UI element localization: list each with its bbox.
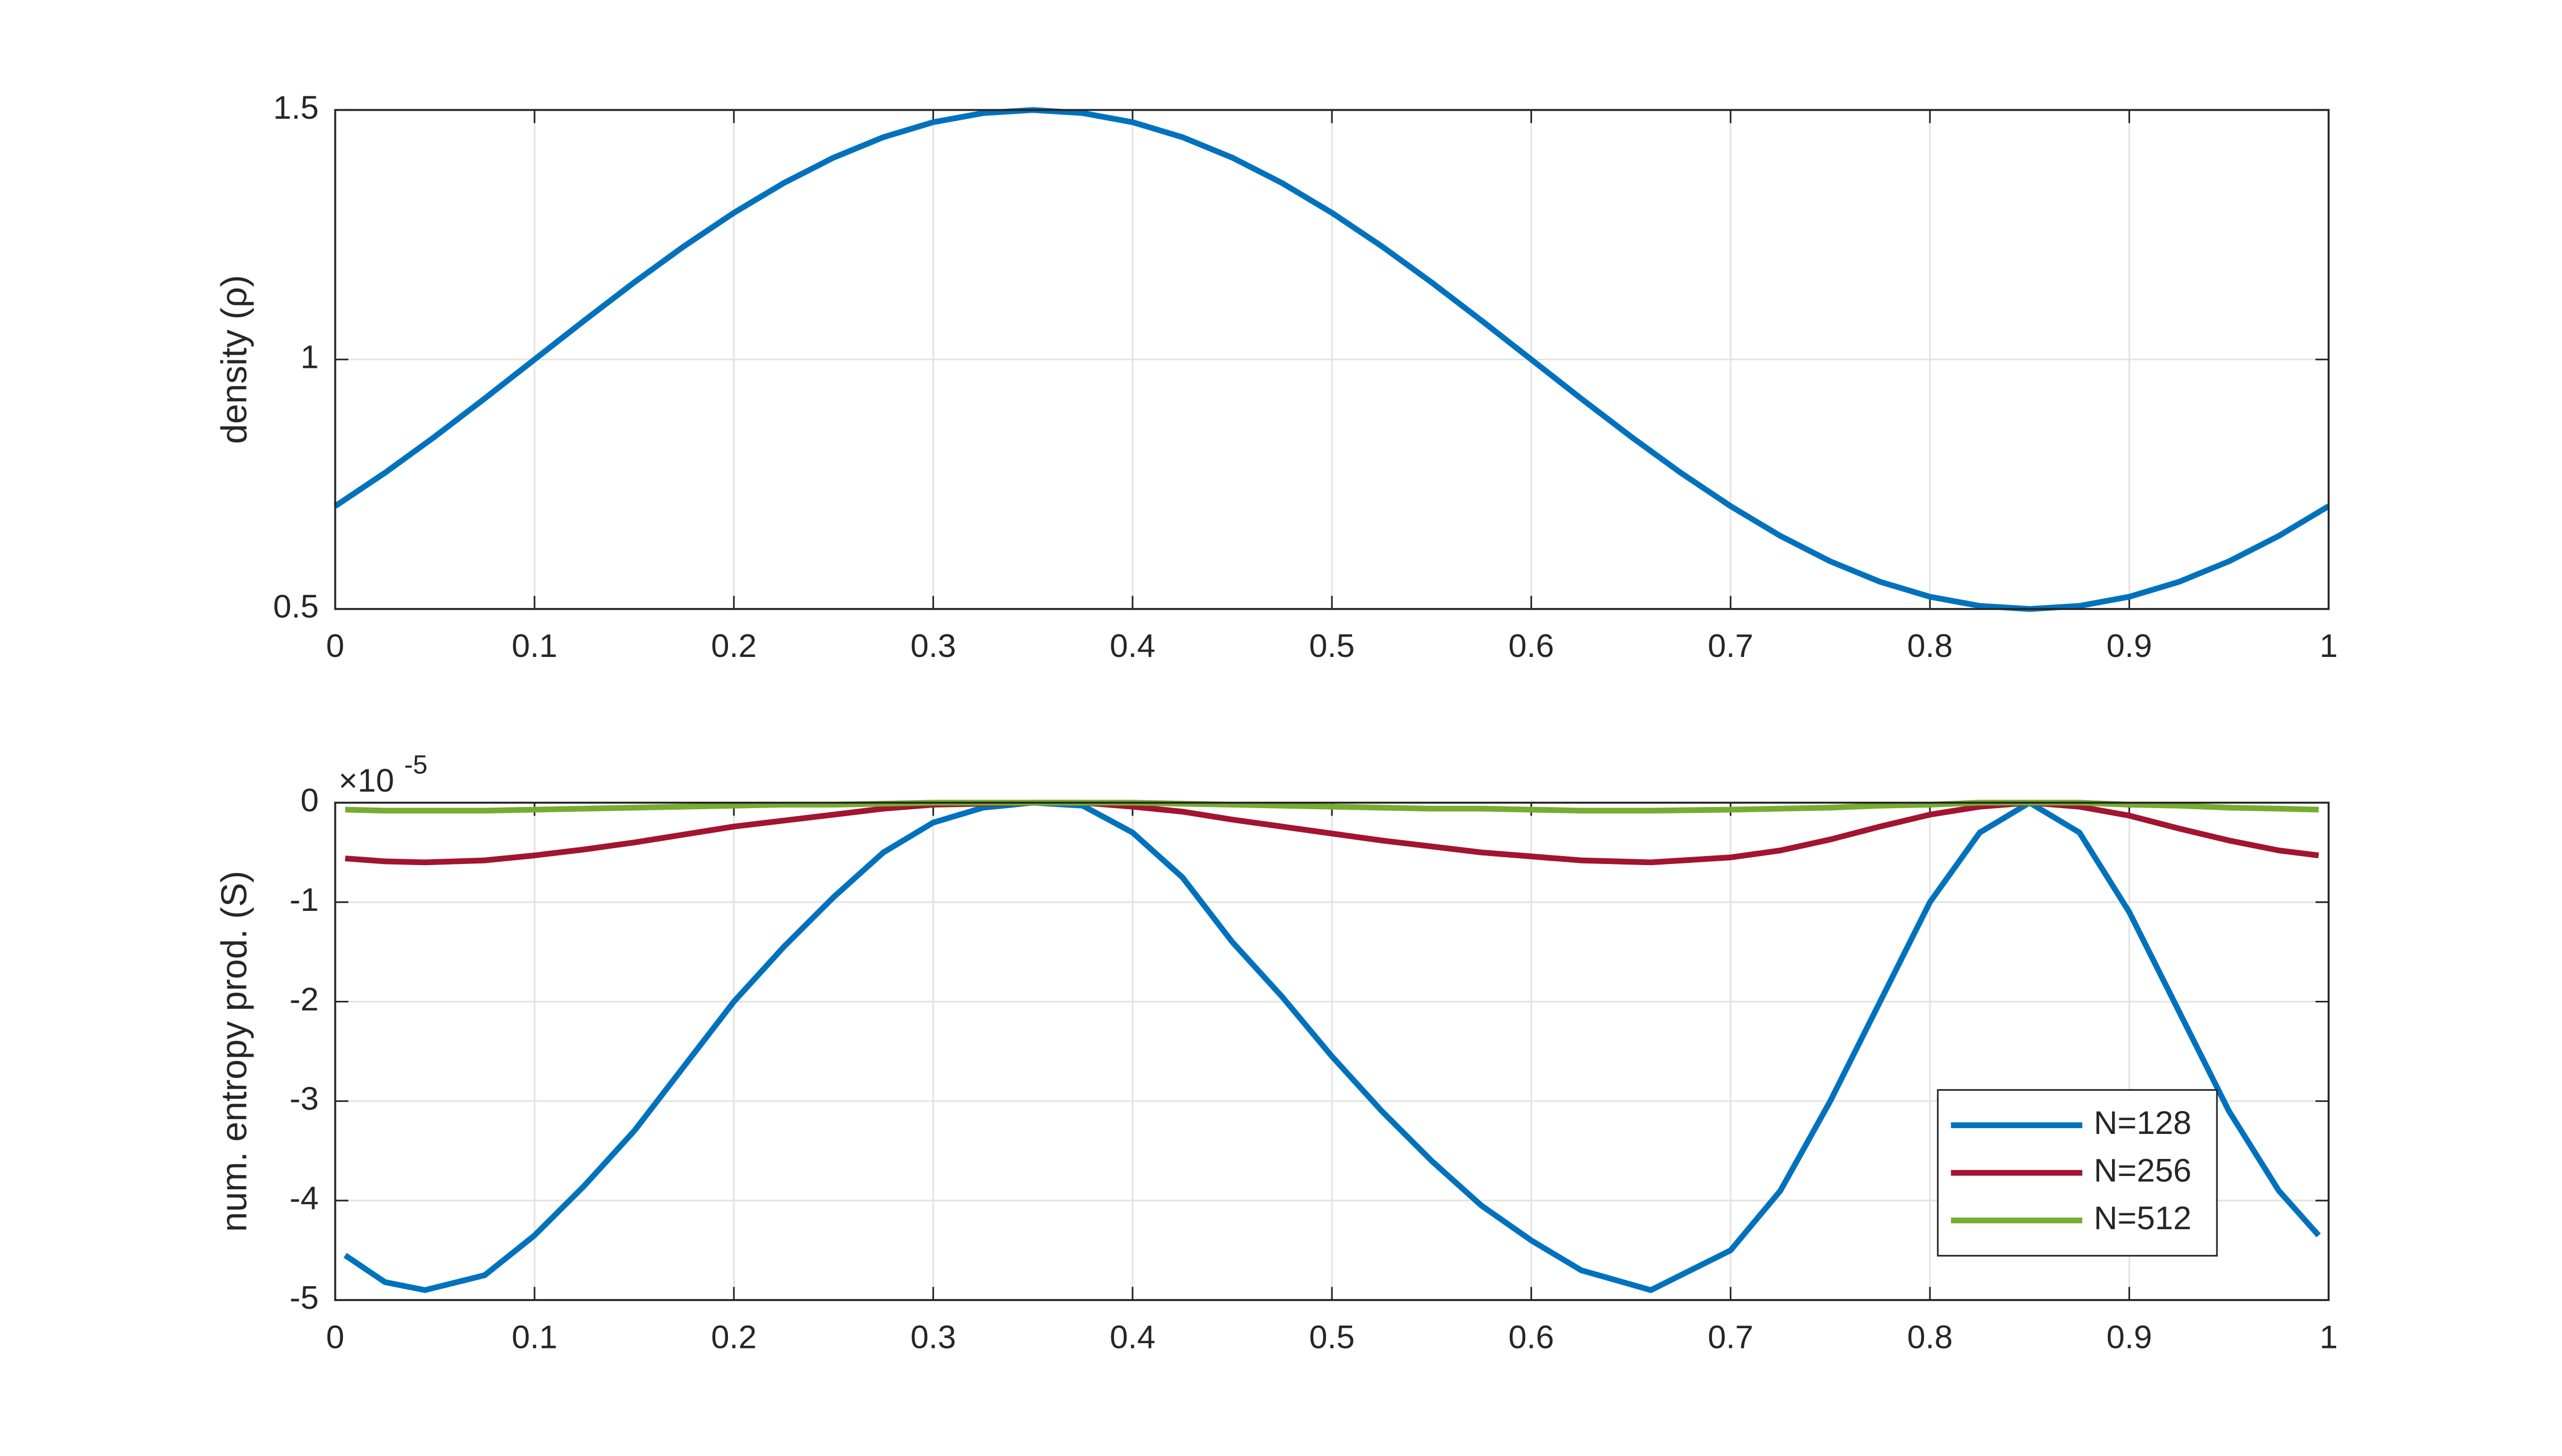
x-tick-label: 0.4 <box>1110 628 1156 664</box>
x-tick-label: 1 <box>2320 1319 2338 1355</box>
y-tick-label: 1.5 <box>273 89 319 126</box>
y-exponent-base: ×10 <box>339 762 395 799</box>
y-exponent-power: -5 <box>404 750 428 779</box>
x-tick-label: 0.3 <box>911 628 956 664</box>
y-axis-label: num. entropy prod. (S) <box>214 871 254 1232</box>
x-tick-label: 1 <box>2320 628 2338 664</box>
x-tick-label: 0 <box>326 1319 344 1355</box>
x-tick-label: 0.7 <box>1708 1319 1754 1355</box>
y-tick-label: -5 <box>290 1279 319 1316</box>
x-tick-label: 0.6 <box>1509 1319 1554 1355</box>
x-tick-label: 0.1 <box>512 1319 558 1355</box>
x-tick-label: 0.8 <box>1907 1319 1953 1355</box>
x-tick-label: 0.4 <box>1110 1319 1156 1355</box>
x-tick-label: 0.5 <box>1309 628 1355 664</box>
x-tick-label: 0.5 <box>1309 1319 1355 1355</box>
y-tick-label: 0.5 <box>273 588 319 625</box>
x-tick-label: 0.9 <box>2107 628 2152 664</box>
x-tick-label: 0.1 <box>512 628 558 664</box>
data-line <box>343 800 2321 1293</box>
x-tick-label: 0.3 <box>911 1319 956 1355</box>
x-tick-label: 0.9 <box>2107 1319 2152 1355</box>
y-tick-label: -1 <box>290 882 319 918</box>
x-tick-label: 0.8 <box>1907 628 1953 664</box>
x-tick-label: 0.2 <box>711 1319 757 1355</box>
axes-box <box>334 801 2330 1301</box>
y-tick-label: -4 <box>290 1180 319 1217</box>
x-tick-label: 0.2 <box>711 628 757 664</box>
y-tick-label: -2 <box>290 981 319 1018</box>
y-tick-label: -3 <box>290 1081 319 1117</box>
legend-label: N=128 <box>2094 1105 2191 1141</box>
x-tick-label: 0.7 <box>1708 628 1754 664</box>
y-axis-label: density (ρ) <box>214 275 254 445</box>
data-line <box>333 107 2330 612</box>
x-tick-label: 0.6 <box>1509 628 1554 664</box>
axes-box <box>334 109 2330 610</box>
y-tick-label: 0 <box>300 782 318 819</box>
x-tick-label: 0 <box>326 628 344 664</box>
y-tick-label: 1 <box>300 339 318 376</box>
legend-label: N=512 <box>2094 1200 2191 1237</box>
legend-label: N=256 <box>2094 1152 2191 1189</box>
